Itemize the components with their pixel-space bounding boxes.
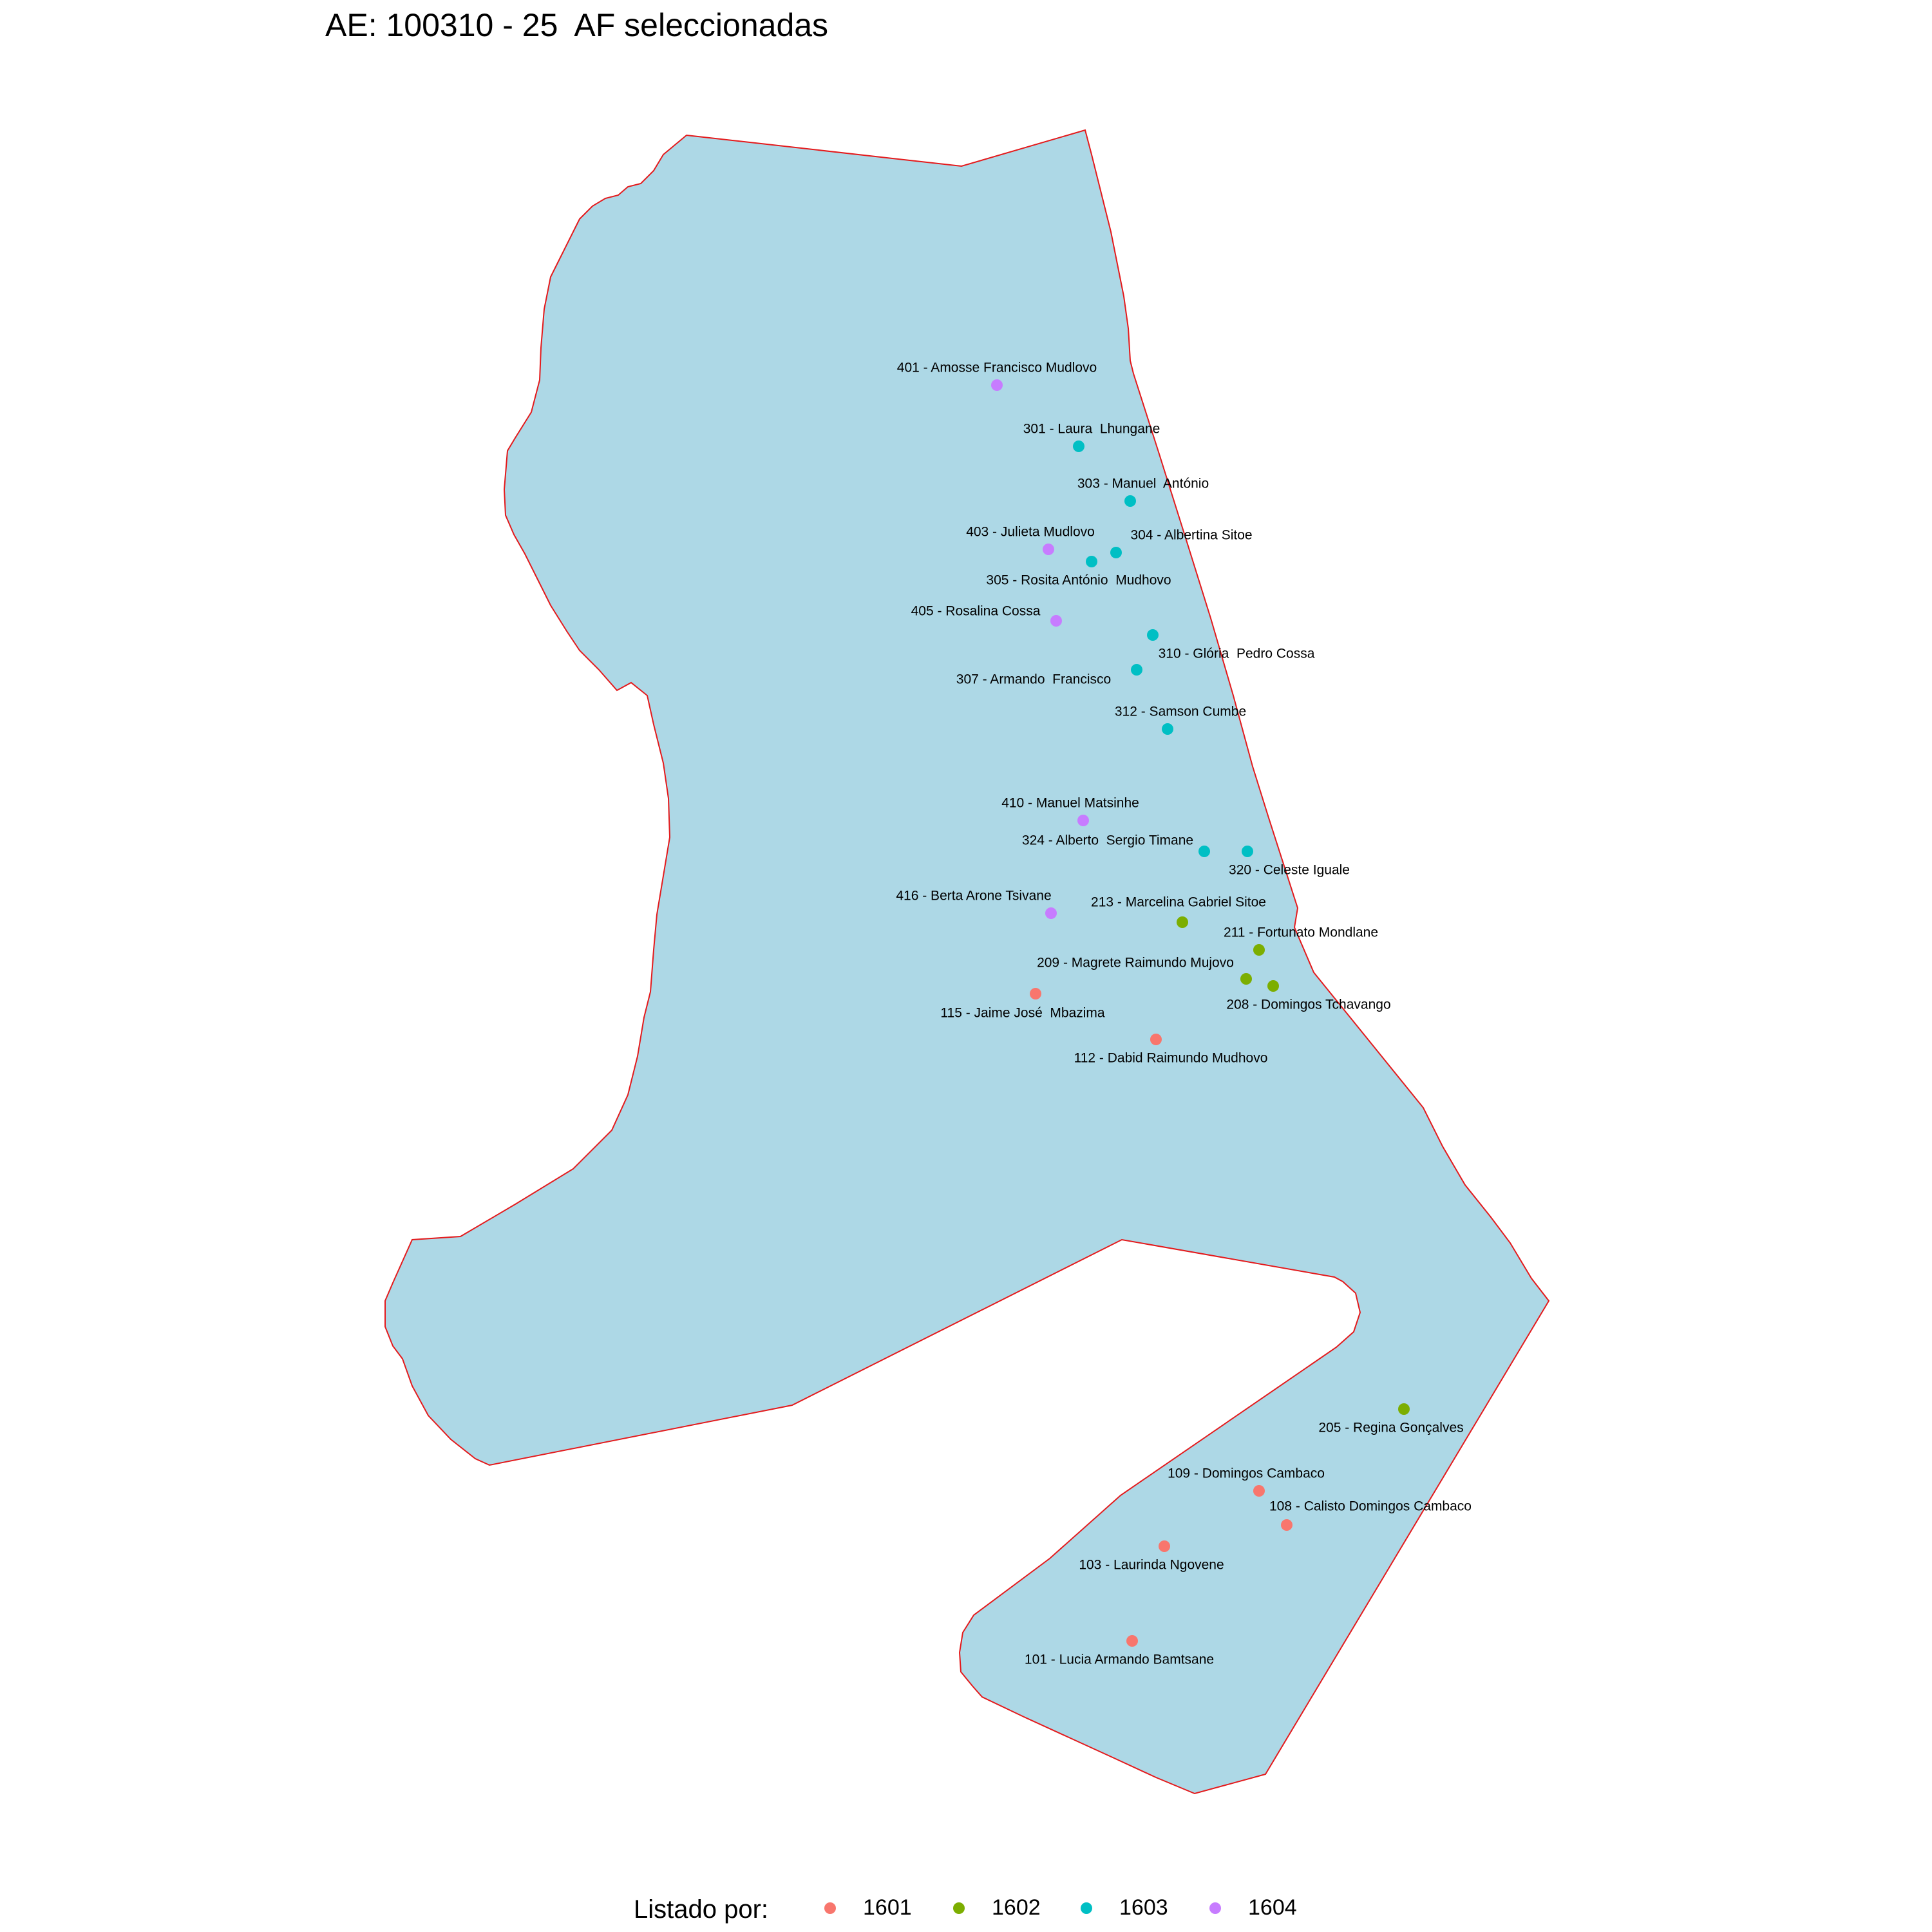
household-point-205: [1398, 1403, 1410, 1415]
legend-item-1602: 1602: [953, 1895, 1041, 1920]
household-point-208: [1267, 980, 1279, 992]
household-label-310: 310 - Glória Pedro Cossa: [1159, 647, 1315, 661]
household-point-108: [1281, 1519, 1293, 1531]
household-label-109: 109 - Domingos Cambaco: [1168, 1466, 1325, 1481]
household-point-312: [1162, 723, 1173, 735]
household-point-112: [1150, 1034, 1162, 1045]
household-label-209: 209 - Magrete Raimundo Mujovo: [1037, 956, 1234, 971]
legend-dot-icon: [824, 1902, 836, 1914]
legend-item-1603: 1603: [1081, 1895, 1168, 1920]
household-point-310: [1147, 629, 1159, 641]
household-point-401: [991, 379, 1003, 391]
household-label-403: 403 - Julieta Mudlovo: [966, 525, 1095, 540]
legend-label: 1601: [863, 1895, 912, 1920]
household-label-103: 103 - Laurinda Ngovene: [1079, 1558, 1224, 1573]
household-point-209: [1240, 973, 1252, 985]
household-label-304: 304 - Albertina Sitoe: [1130, 528, 1252, 543]
legend-label: 1603: [1119, 1895, 1168, 1920]
map-title: AE: 100310 - 25 AF seleccionadas: [325, 7, 829, 43]
household-point-115: [1030, 988, 1041, 999]
legend-item-1601: 1601: [824, 1895, 912, 1920]
household-points: [991, 379, 1410, 1647]
household-label-301: 301 - Laura Lhungane: [1023, 422, 1160, 437]
household-label-307: 307 - Armando Francisco: [956, 672, 1111, 687]
household-label-211: 211 - Fortunato Mondlane: [1224, 925, 1378, 940]
household-label-208: 208 - Domingos Tchavango: [1226, 998, 1390, 1012]
household-point-320: [1242, 846, 1253, 857]
legend-label: 1602: [992, 1895, 1041, 1920]
household-point-101: [1126, 1635, 1138, 1647]
household-point-410: [1077, 815, 1089, 826]
household-point-304: [1110, 547, 1122, 558]
household-label-320: 320 - Celeste Iguale: [1229, 863, 1350, 878]
household-point-301: [1073, 440, 1084, 452]
legend-label: 1604: [1248, 1895, 1297, 1920]
legend-title: Listado por:: [634, 1895, 769, 1924]
household-point-303: [1124, 495, 1136, 507]
legend-item-1604: 1604: [1209, 1895, 1297, 1920]
household-label-416: 416 - Berta Arone Tsivane: [896, 889, 1051, 904]
household-label-305: 305 - Rosita António Mudhovo: [986, 573, 1171, 588]
household-point-305: [1086, 556, 1097, 567]
household-point-405: [1050, 615, 1062, 627]
household-label-205: 205 - Regina Gonçalves: [1318, 1421, 1463, 1435]
household-label-108: 108 - Calisto Domingos Cambaco: [1269, 1499, 1472, 1514]
household-point-211: [1253, 944, 1265, 956]
household-point-213: [1177, 916, 1188, 928]
legend-dot-icon: [953, 1902, 965, 1914]
household-point-307: [1131, 664, 1142, 676]
household-label-112: 112 - Dabid Raimundo Mudhovo: [1074, 1051, 1268, 1066]
household-point-109: [1253, 1485, 1265, 1497]
household-label-303: 303 - Manuel António: [1077, 477, 1209, 491]
household-point-403: [1043, 544, 1054, 555]
household-point-103: [1159, 1540, 1170, 1552]
household-label-324: 324 - Alberto Sergio Timane: [1022, 833, 1193, 848]
household-label-401: 401 - Amosse Francisco Mudlovo: [897, 361, 1097, 375]
household-label-312: 312 - Samson Cumbe: [1115, 705, 1246, 719]
enumeration-area-polygon: [384, 129, 1550, 1795]
legend-dot-icon: [1209, 1902, 1221, 1914]
household-label-101: 101 - Lucia Armando Bamtsane: [1025, 1653, 1214, 1667]
household-labels: 401 - Amosse Francisco Mudlovo 301 - Laur…: [896, 361, 1472, 1667]
legend-dot-icon: [1081, 1902, 1092, 1914]
household-point-416: [1045, 907, 1057, 919]
household-label-115: 115 - Jaime José Mbazima: [940, 1006, 1105, 1021]
household-label-405: 405 - Rosalina Cossa: [911, 604, 1041, 619]
household-label-213: 213 - Marcelina Gabriel Sitoe: [1091, 895, 1266, 910]
household-label-410: 410 - Manuel Matsinhe: [1001, 796, 1139, 811]
household-point-324: [1198, 846, 1210, 857]
